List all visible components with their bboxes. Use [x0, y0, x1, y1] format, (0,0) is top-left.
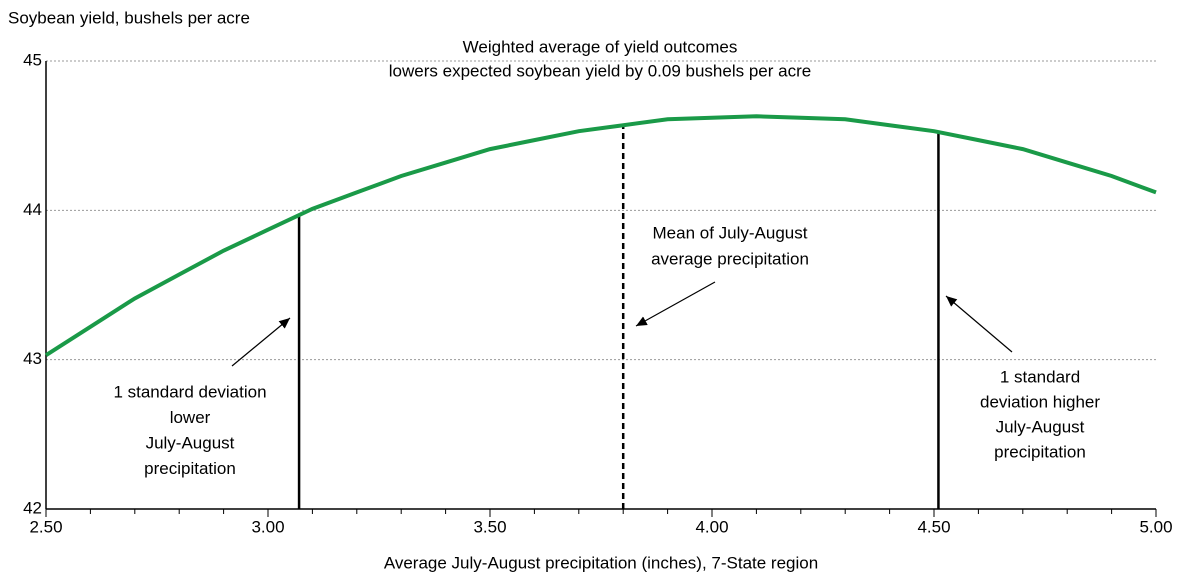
annotation: 1 standard: [1000, 367, 1080, 386]
y-tick-label: 44: [23, 200, 42, 219]
annotation: precipitation: [144, 459, 236, 478]
line-series: [44, 114, 1157, 357]
annotation: 1 standard deviation: [113, 382, 266, 401]
annotation: Mean of July-August: [653, 223, 808, 242]
x-axis-title: Average July-August precipitation (inche…: [384, 553, 818, 572]
y-axis-title: Soybean yield, bushels per acre: [8, 8, 250, 27]
x-tick-label: 2.50: [29, 517, 62, 536]
x-tick-label: 4.00: [695, 517, 728, 536]
annotation: July-August: [146, 433, 235, 452]
y-tick-label: 42: [23, 498, 42, 517]
x-tick-label: 5.00: [1139, 517, 1172, 536]
annotation: Weighted average of yield outcomes: [463, 37, 738, 56]
annotation: deviation higher: [980, 392, 1100, 411]
x-tick-label: 3.00: [251, 517, 284, 536]
annotation: average precipitation: [651, 249, 809, 268]
annotation-arrow: [635, 281, 716, 327]
annotation: lowers expected soybean yield by 0.09 bu…: [389, 61, 811, 80]
x-tick-label: 3.50: [473, 517, 506, 536]
y-tick-label: 45: [23, 50, 42, 69]
y-tick-label: 43: [23, 349, 42, 368]
annotation-arrow: [945, 295, 1013, 353]
annotation-arrow: [231, 317, 291, 367]
annotation: precipitation: [994, 442, 1086, 461]
annotation: July-August: [996, 417, 1085, 436]
x-tick-label: 4.50: [917, 517, 950, 536]
annotation: lower: [170, 408, 211, 427]
